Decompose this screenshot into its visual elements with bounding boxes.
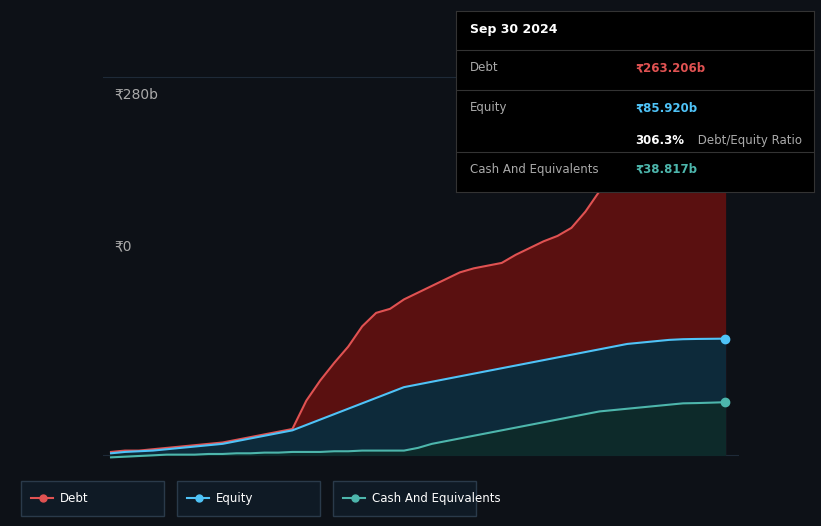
Text: Debt/Equity Ratio: Debt/Equity Ratio: [695, 134, 802, 147]
Text: Cash And Equivalents: Cash And Equivalents: [470, 163, 599, 176]
Text: ₹38.817b: ₹38.817b: [635, 163, 697, 176]
Text: ₹0: ₹0: [114, 239, 131, 254]
FancyBboxPatch shape: [21, 481, 164, 516]
FancyBboxPatch shape: [177, 481, 320, 516]
Text: Debt: Debt: [470, 62, 498, 74]
Text: ₹280b: ₹280b: [114, 87, 158, 102]
Text: ₹263.206b: ₹263.206b: [635, 62, 705, 74]
Text: Sep 30 2024: Sep 30 2024: [470, 23, 557, 36]
Text: Equity: Equity: [470, 101, 507, 114]
Text: 306.3%: 306.3%: [635, 134, 684, 147]
Text: Equity: Equity: [216, 492, 254, 505]
Text: Debt: Debt: [60, 492, 89, 505]
FancyBboxPatch shape: [333, 481, 476, 516]
Text: ₹85.920b: ₹85.920b: [635, 101, 697, 114]
Text: Cash And Equivalents: Cash And Equivalents: [372, 492, 501, 505]
